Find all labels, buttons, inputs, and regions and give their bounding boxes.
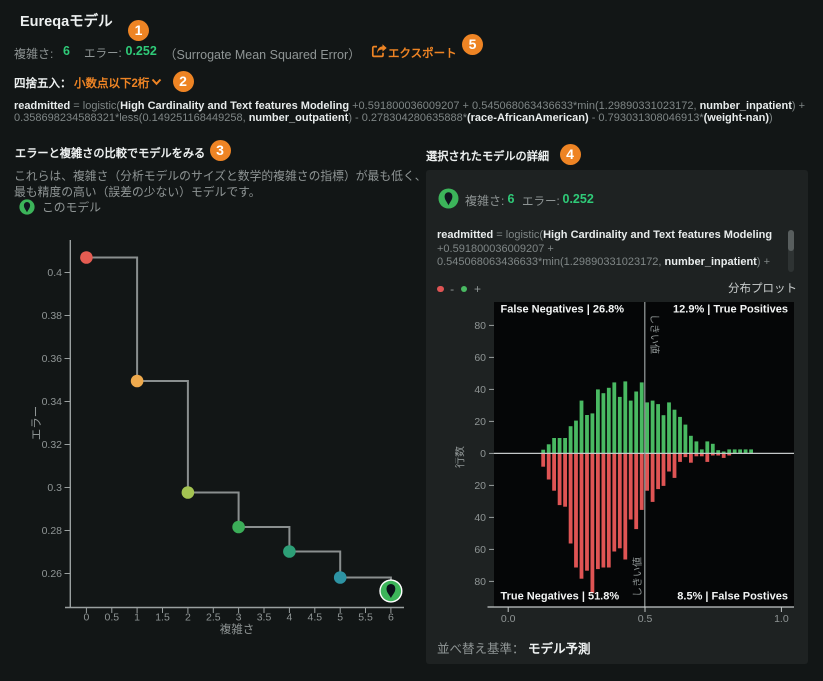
svg-text:6: 6 [388, 612, 394, 624]
svg-text:0.34: 0.34 [42, 396, 63, 408]
svg-text:5: 5 [337, 612, 343, 624]
svg-text:0.28: 0.28 [42, 525, 63, 537]
svg-text:0.0: 0.0 [501, 613, 516, 625]
svg-text:複雑さ: 複雑さ [220, 622, 255, 636]
svg-text:0: 0 [480, 448, 486, 460]
svg-text:20: 20 [474, 480, 486, 492]
svg-text:0.3: 0.3 [47, 482, 62, 494]
svg-text:0: 0 [83, 612, 89, 624]
svg-text:1.5: 1.5 [155, 612, 170, 624]
svg-text:0.32: 0.32 [42, 439, 63, 451]
svg-text:12.9% | True Positives: 12.9% | True Positives [673, 304, 788, 316]
svg-text:80: 80 [474, 320, 486, 332]
svg-text:4.5: 4.5 [307, 612, 322, 624]
svg-text:4: 4 [286, 612, 292, 624]
svg-text:0.36: 0.36 [42, 353, 63, 365]
svg-text:エラー: エラー [31, 406, 43, 441]
svg-text:0.4: 0.4 [47, 267, 62, 279]
svg-text:0.5: 0.5 [638, 613, 653, 625]
svg-text:1: 1 [134, 612, 140, 624]
svg-text:40: 40 [474, 384, 486, 396]
svg-text:3: 3 [236, 612, 242, 624]
svg-text:2: 2 [185, 612, 191, 624]
svg-text:False Negatives | 26.8%: False Negatives | 26.8% [501, 304, 625, 316]
svg-text:True Negatives | 51.8%: True Negatives | 51.8% [501, 591, 620, 603]
svg-text:40: 40 [474, 512, 486, 524]
svg-text:しきい値: しきい値 [648, 314, 661, 354]
svg-text:行数: 行数 [455, 446, 466, 468]
svg-text:3.5: 3.5 [257, 612, 272, 624]
svg-text:60: 60 [474, 352, 486, 364]
svg-text:80: 80 [474, 576, 486, 588]
svg-text:8.5% | False Postives: 8.5% | False Postives [677, 591, 788, 603]
svg-text:5.5: 5.5 [358, 612, 373, 624]
svg-text:60: 60 [474, 544, 486, 556]
svg-text:0.26: 0.26 [42, 568, 63, 580]
svg-text:0.5: 0.5 [104, 612, 119, 624]
svg-text:2.5: 2.5 [206, 612, 221, 624]
svg-text:0.38: 0.38 [42, 310, 63, 322]
svg-text:しきい値: しきい値 [631, 557, 644, 597]
svg-text:このモデル: このモデル [42, 200, 101, 214]
svg-text:20: 20 [474, 416, 486, 428]
svg-text:1.0: 1.0 [774, 613, 789, 625]
